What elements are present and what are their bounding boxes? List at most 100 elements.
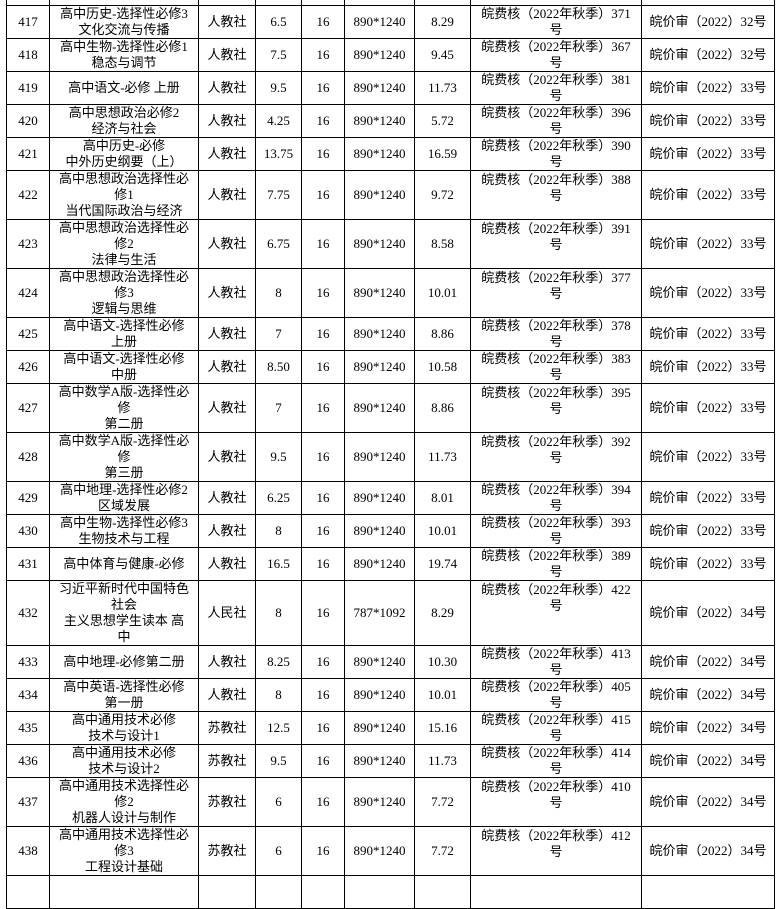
cell-price-review-number: 皖价审（2022）33号 xyxy=(641,71,775,105)
cell-price-review-number: 皖价审（2022）34号 xyxy=(641,580,775,646)
cell-print-sheets: 8 xyxy=(255,678,302,712)
table-row: 425 高中语文-选择性必修 上册 人教社 7 16 890*1240 8.86 皖费核（20… xyxy=(6,317,775,351)
cell-fee-approval-number xyxy=(470,875,642,909)
cell-book-title: 高中语文-选择性必修 上册 xyxy=(49,317,199,351)
cell-print-sheets: 6.5 xyxy=(255,5,302,39)
cell-book-title: 高中通用技术必修 技术与设计2 xyxy=(49,744,199,778)
cell-print-sheets: 8.50 xyxy=(255,350,302,384)
cell-row-number: 438 xyxy=(6,826,50,876)
cell-price-review-number: 皖价审（2022）33号 xyxy=(641,383,775,433)
cell-publisher: 苏教社 xyxy=(198,777,256,827)
cell-publisher: 人教社 xyxy=(198,350,256,384)
cell-price: 7.72 xyxy=(414,777,471,827)
cell-print-sheets: 9.5 xyxy=(255,432,302,482)
cell-format: 16 xyxy=(301,317,345,351)
cell-paper-size: 890*1240 xyxy=(344,777,415,827)
cell-paper-size: 890*1240 xyxy=(344,711,415,745)
table-row: 434 高中英语-选择性必修 第一册 人教社 8 16 890*1240 10.01 皖费核（… xyxy=(6,678,775,712)
cell-fee-approval-number: 皖费核（2022年秋季）422 号 xyxy=(470,580,642,646)
cell-print-sheets: 8 xyxy=(255,580,302,646)
table-row: 430 高中生物-选择性必修3 生物技术与工程 人教社 8 16 890*1240 10.0… xyxy=(6,514,775,548)
cell-publisher: 人教社 xyxy=(198,71,256,105)
cell-publisher: 人教社 xyxy=(198,514,256,548)
cell-book-title: 高中历史-选择性必修3 文化交流与传播 xyxy=(49,5,199,39)
cell-row-number: 422 xyxy=(6,170,50,220)
cell-fee-approval-number: 皖费核（2022年秋季）405 号 xyxy=(470,678,642,712)
cell-price: 9.45 xyxy=(414,38,471,72)
cell-fee-approval-number: 皖费核（2022年秋季）393 号 xyxy=(470,514,642,548)
cell-book-title: 高中思想政治选择性必 修2 法律与生活 xyxy=(49,219,199,269)
cell-price-review-number: 皖价审（2022）32号 xyxy=(641,38,775,72)
cell-format: 16 xyxy=(301,826,345,876)
cell-fee-approval-number: 皖费核（2022年秋季）394 号 xyxy=(470,481,642,515)
cell-format: 16 xyxy=(301,711,345,745)
cell-row-number: 423 xyxy=(6,219,50,269)
cell-fee-approval-number: 皖费核（2022年秋季）378 号 xyxy=(470,317,642,351)
cell-paper-size: 890*1240 xyxy=(344,744,415,778)
cell-row-number: 421 xyxy=(6,137,50,171)
cell-format: 16 xyxy=(301,170,345,220)
cell-fee-approval-number: 皖费核（2022年秋季）389 号 xyxy=(470,547,642,581)
cell-fee-approval-number: 皖费核（2022年秋季）413 号 xyxy=(470,645,642,679)
cell-row-number: 420 xyxy=(6,104,50,138)
cell-publisher: 人教社 xyxy=(198,170,256,220)
cell-price-review-number: 皖价审（2022）33号 xyxy=(641,137,775,171)
cell-print-sheets: 12.5 xyxy=(255,711,302,745)
cell-fee-approval-number: 皖费核（2022年秋季）390 号 xyxy=(470,137,642,171)
cell-publisher: 人教社 xyxy=(198,104,256,138)
cell-row-number: 435 xyxy=(6,711,50,745)
cell-publisher: 人教社 xyxy=(198,38,256,72)
cell-price: 5.72 xyxy=(414,104,471,138)
cell-publisher: 人教社 xyxy=(198,137,256,171)
cell-book-title: 高中数学A版-选择性必 修 第二册 xyxy=(49,383,199,433)
cell-paper-size: 890*1240 xyxy=(344,432,415,482)
cell-publisher: 人教社 xyxy=(198,219,256,269)
cell-print-sheets: 6 xyxy=(255,826,302,876)
cell-publisher: 苏教社 xyxy=(198,711,256,745)
cell-book-title: 高中英语-选择性必修 第一册 xyxy=(49,678,199,712)
cell-format: 16 xyxy=(301,268,345,318)
cell-print-sheets: 9.5 xyxy=(255,744,302,778)
cell-publisher: 人教社 xyxy=(198,432,256,482)
cell-book-title: 高中思想政治选择性必 修3 逻辑与思维 xyxy=(49,268,199,318)
cell-price: 8.58 xyxy=(414,219,471,269)
cell-print-sheets: 8 xyxy=(255,514,302,548)
cell-publisher: 人教社 xyxy=(198,547,256,581)
cell-book-title xyxy=(49,875,199,909)
cell-book-title: 高中地理-选择性必修2 区域发展 xyxy=(49,481,199,515)
cell-row-number: 431 xyxy=(6,547,50,581)
cell-fee-approval-number: 皖费核（2022年秋季）412 号 xyxy=(470,826,642,876)
table-row: 429 高中地理-选择性必修2 区域发展 人教社 6.25 16 890*1240 8.01… xyxy=(6,481,775,515)
cell-publisher: 人教社 xyxy=(198,481,256,515)
cell-publisher: 人教社 xyxy=(198,268,256,318)
cell-price: 10.58 xyxy=(414,350,471,384)
cell-fee-approval-number: 皖费核（2022年秋季）396 号 xyxy=(470,104,642,138)
table-row: 427 高中数学A版-选择性必 修 第二册 人教社 7 16 890*1240 8.86 皖费… xyxy=(6,383,775,433)
cell-price: 11.73 xyxy=(414,71,471,105)
cell-price-review-number: 皖价审（2022）34号 xyxy=(641,777,775,827)
cell-publisher: 人教社 xyxy=(198,678,256,712)
cell-format: 16 xyxy=(301,137,345,171)
cell-print-sheets: 7 xyxy=(255,317,302,351)
cell-book-title: 高中数学A版-选择性必 修 第三册 xyxy=(49,432,199,482)
cell-paper-size: 890*1240 xyxy=(344,38,415,72)
cell-price-review-number: 皖价审（2022）33号 xyxy=(641,219,775,269)
cell-publisher: 人教社 xyxy=(198,645,256,679)
cell-fee-approval-number: 皖费核（2022年秋季）415 号 xyxy=(470,711,642,745)
table-row: 438 高中通用技术选择性必 修3 工程设计基础 苏教社 6 16 890*1240 7.7… xyxy=(6,826,775,876)
cell-book-title: 高中生物-选择性必修1 稳态与调节 xyxy=(49,38,199,72)
cell-price-review-number: 皖价审（2022）33号 xyxy=(641,514,775,548)
cell-price: 8.86 xyxy=(414,317,471,351)
cell-print-sheets: 8.25 xyxy=(255,645,302,679)
cell-paper-size: 890*1240 xyxy=(344,317,415,351)
cell-format: 16 xyxy=(301,580,345,646)
cell-price: 8.29 xyxy=(414,580,471,646)
cell-paper-size: 890*1240 xyxy=(344,104,415,138)
cell-row-number: 434 xyxy=(6,678,50,712)
table-row: 431 高中体育与健康-必修 人教社 16.5 16 890*1240 19.74 皖费核（2… xyxy=(6,547,775,581)
cell-print-sheets: 6.25 xyxy=(255,481,302,515)
cell-book-title: 高中地理-必修第二册 xyxy=(49,645,199,679)
cell-print-sheets: 16.5 xyxy=(255,547,302,581)
cell-paper-size: 890*1240 xyxy=(344,71,415,105)
table-row: 417 高中历史-选择性必修3 文化交流与传播 人教社 6.5 16 890*1240 8.… xyxy=(6,5,775,39)
